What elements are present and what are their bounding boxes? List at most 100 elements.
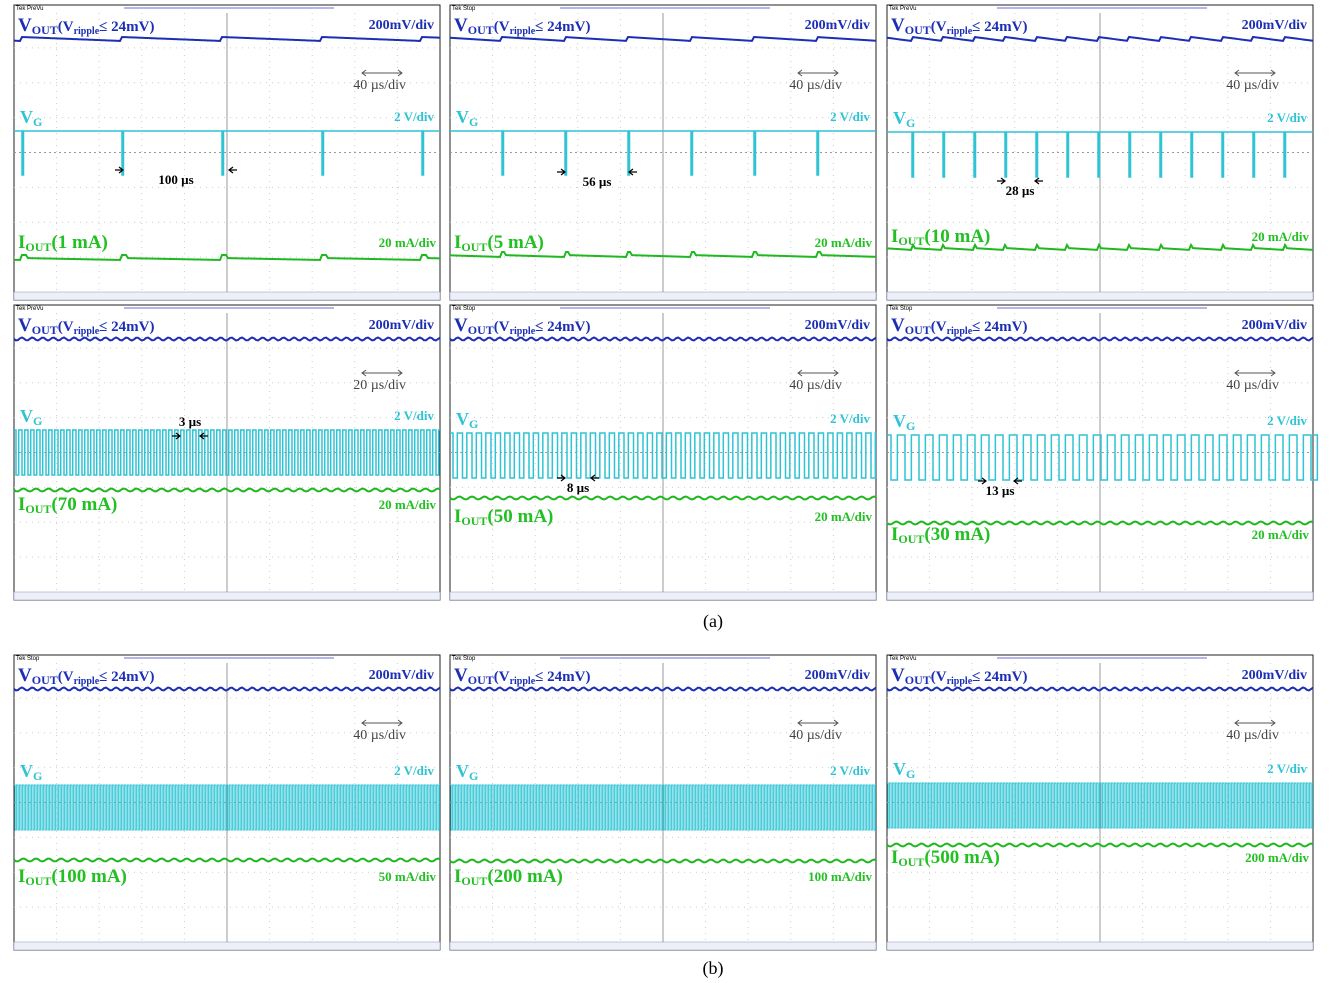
status-bar [887, 292, 1313, 300]
vg-scale-part: 2 V/div [394, 408, 434, 423]
iout-label-part: OUT [25, 874, 51, 888]
iout-label-part: (10 mA) [924, 226, 990, 247]
tek-status: Tek Stop [16, 656, 40, 662]
vout-label-part: V [18, 665, 32, 686]
iout-label-part: OUT [461, 514, 487, 528]
period-label-part: 100 µs [158, 172, 193, 187]
vout-label-part: (V [494, 19, 510, 35]
scope-panel: Tek StopVOUT(Vripple≤ 24mV)200mV/div40 µ… [450, 655, 876, 950]
iout-label-part: (30 mA) [924, 524, 990, 545]
iout-label-part: OUT [25, 240, 51, 254]
vout-scale-part: 200mV/div [1242, 318, 1307, 333]
iout-scale: 20 mA/div [379, 235, 437, 250]
vg-scale-part: 2 V/div [394, 763, 434, 778]
vout-label-part: (V [494, 319, 510, 335]
vout-scale-part: 200mV/div [369, 318, 434, 333]
tek-status: Tek Stop [452, 306, 476, 312]
vout-label-part: (V [494, 669, 510, 685]
vout-label-part: OUT [468, 323, 494, 337]
iout-label-part: OUT [898, 234, 924, 248]
vout-label-part: OUT [32, 23, 58, 37]
vg-scale: 2 V/div [830, 109, 870, 124]
vg-label-part: V [20, 406, 33, 426]
tek-status: Tek PreVu [16, 306, 43, 312]
vout-label-part: ripple [510, 326, 536, 337]
scope-panel: Tek PreVuVOUT(Vripple≤ 24mV)200mV/div20 … [14, 305, 440, 600]
vout-label-part: V [454, 315, 468, 336]
iout-label-part: OUT [25, 502, 51, 516]
vout-label-part: ripple [947, 326, 973, 337]
vg-scale: 2 V/div [1267, 110, 1307, 125]
iout-label-part: I [454, 232, 461, 253]
vout-scale: 200mV/div [1242, 318, 1307, 333]
iout-scale: 20 mA/div [1252, 229, 1310, 244]
vg-scale-part: 2 V/div [830, 109, 870, 124]
iout-label-part: (500 mA) [924, 847, 999, 868]
timebase-part: 40 µs/div [789, 728, 842, 743]
period-label-part: 56 µs [583, 174, 612, 189]
timebase-part: 40 µs/div [1226, 378, 1279, 393]
iout-label-part: (200 mA) [487, 866, 562, 887]
iout-label-part: OUT [898, 855, 924, 869]
iout-label-part: (70 mA) [51, 494, 117, 515]
timebase-part: 40 µs/div [789, 378, 842, 393]
vout-label-part: ≤ 24mV) [99, 19, 154, 35]
tek-status-part: Tek PreVu [16, 306, 43, 312]
status-bar [14, 592, 440, 600]
vout-label-part: ≤ 24mV) [99, 319, 154, 335]
iout-label-part: I [891, 226, 898, 247]
vout-label-part: V [891, 315, 905, 336]
vout-label-part: V [454, 15, 468, 36]
timebase-part: 40 µs/div [789, 78, 842, 93]
tek-status: Tek Stop [889, 306, 913, 312]
scope-panel: Tek PreVuVOUT(Vripple≤ 24mV)200mV/div40 … [14, 5, 440, 300]
tek-status: Tek PreVu [16, 6, 43, 12]
period-label-part: 28 µs [1006, 183, 1035, 198]
vg-label-part: V [456, 107, 469, 127]
iout-label-part: I [891, 524, 898, 545]
vout-scale-part: 200mV/div [805, 318, 870, 333]
vg-scale-part: 2 V/div [830, 763, 870, 778]
vout-label-part: ripple [947, 26, 973, 37]
vout-label-part: OUT [468, 673, 494, 687]
iout-scale-part: 100 mA/div [808, 869, 872, 884]
iout-scale: 100 mA/div [808, 869, 872, 884]
tek-status: Tek Stop [452, 656, 476, 662]
vout-label-part: ripple [74, 676, 100, 687]
vout-label-part: OUT [905, 23, 931, 37]
vg-label-part: G [33, 115, 42, 129]
period-label: 8 µs [567, 480, 589, 495]
tek-status-part: Tek PreVu [889, 656, 916, 662]
vg-scale: 2 V/div [1267, 413, 1307, 428]
vout-scale-part: 200mV/div [1242, 668, 1307, 683]
scope-panel: Tek StopVOUT(Vripple≤ 24mV)200mV/div40 µ… [887, 305, 1317, 600]
tek-status-part: Tek Stop [452, 306, 476, 312]
vout-label-part: ripple [74, 26, 100, 37]
iout-label-part: OUT [461, 240, 487, 254]
iout-scale-part: 20 mA/div [815, 235, 873, 250]
vout-label-part: (V [58, 19, 74, 35]
timebase-part: 40 µs/div [353, 728, 406, 743]
timebase: 40 µs/div [1226, 78, 1279, 93]
caption: (b) [703, 958, 724, 979]
iout-scale-part: 200 mA/div [1245, 850, 1309, 865]
tek-status: Tek PreVu [889, 6, 916, 12]
tek-status-part: Tek PreVu [889, 6, 916, 12]
timebase: 40 µs/div [789, 78, 842, 93]
period-label: 100 µs [158, 172, 193, 187]
vout-label-part: OUT [905, 673, 931, 687]
period-label: 13 µs [986, 483, 1015, 498]
vout-label-part: ≤ 24mV) [972, 19, 1027, 35]
iout-scale-part: 20 mA/div [379, 235, 437, 250]
period-label-part: 8 µs [567, 480, 589, 495]
vg-scale: 2 V/div [1267, 761, 1307, 776]
iout-scale-part: 20 mA/div [379, 497, 437, 512]
iout-scale: 20 mA/div [815, 509, 873, 524]
status-bar [450, 292, 876, 300]
vout-scale: 200mV/div [369, 318, 434, 333]
vg-label-part: V [456, 761, 469, 781]
vg-scale-part: 2 V/div [1267, 110, 1307, 125]
vout-label-part: ≤ 24mV) [99, 669, 154, 685]
tek-status-part: Tek Stop [889, 306, 913, 312]
